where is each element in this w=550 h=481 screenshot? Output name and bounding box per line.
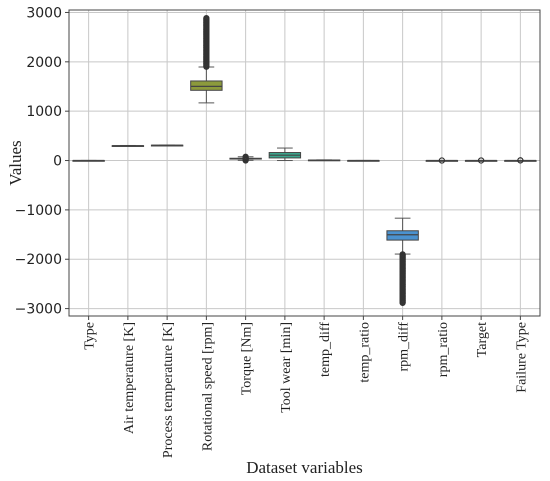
x-tick-label: rpm_diff xyxy=(397,322,412,372)
x-tick-label: Rotational speed [rpm] xyxy=(200,322,215,451)
box-plot-series xyxy=(72,14,537,307)
outlier-point xyxy=(478,157,485,164)
box-group xyxy=(425,157,459,164)
y-tick-label: 2000 xyxy=(26,55,62,71)
x-axis: Type Air temperature [K] Process temperatu… xyxy=(83,316,529,458)
y-tick-label: 3000 xyxy=(26,5,62,21)
y-tick-label: −2000 xyxy=(15,252,62,268)
x-tick-label: Process temperature [K] xyxy=(161,322,176,458)
box-group xyxy=(111,144,145,147)
box xyxy=(190,80,223,91)
x-tick-label: temp_diff xyxy=(318,322,333,377)
y-axis: 3000 2000 1000 0 −1000 −2000 −3000 xyxy=(15,5,69,318)
box-group xyxy=(229,153,262,164)
y-tick-label: 1000 xyxy=(26,104,62,120)
x-tick-label: Target xyxy=(475,322,490,357)
x-tick-label: rpm_ratio xyxy=(436,322,451,377)
y-tick-label: −3000 xyxy=(15,302,62,318)
x-tick-label: temp_ratio xyxy=(357,322,372,383)
x-tick-label: Torque [Nm] xyxy=(240,322,255,395)
box-group xyxy=(72,159,105,162)
box-group xyxy=(268,147,302,162)
outlier-point xyxy=(203,14,210,22)
box-group xyxy=(150,144,184,147)
box-group xyxy=(504,157,537,164)
outlier-point xyxy=(517,157,524,164)
x-axis-title: Dataset variables xyxy=(246,458,363,477)
y-tick-label: 0 xyxy=(53,154,62,170)
box-group xyxy=(347,159,380,162)
plot-frame xyxy=(68,9,541,317)
box xyxy=(386,230,419,241)
x-tick-label: Tool wear [min] xyxy=(279,322,294,413)
x-tick-label: Air temperature [K] xyxy=(122,322,137,434)
y-tick-label: −1000 xyxy=(15,203,62,219)
x-tick-label: Failure Type xyxy=(514,322,529,393)
outlier-point xyxy=(242,153,249,160)
outlier-point xyxy=(399,251,406,258)
outlier-point xyxy=(438,157,445,164)
grid-lines xyxy=(69,10,540,316)
box-group xyxy=(190,14,223,104)
box-group xyxy=(386,217,419,307)
box-group xyxy=(464,157,498,164)
box-group xyxy=(307,159,341,162)
y-axis-title: Values xyxy=(6,140,25,185)
x-tick-label: Type xyxy=(83,322,98,350)
